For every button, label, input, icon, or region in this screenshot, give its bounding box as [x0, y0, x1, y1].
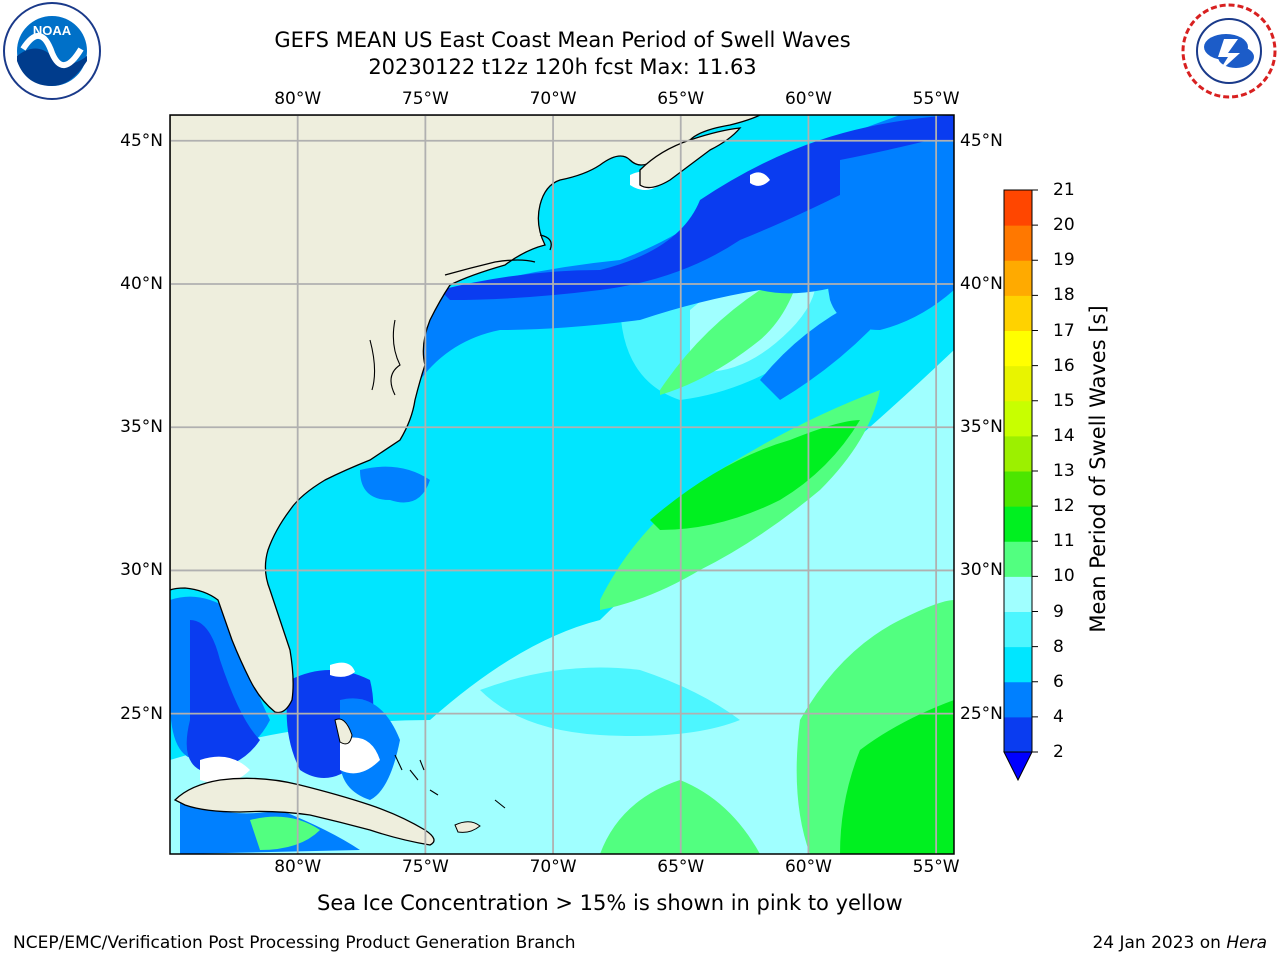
land-hispaniola [454, 821, 481, 833]
coastline-capecod [444, 234, 552, 276]
colorbar-swatch [1004, 365, 1032, 402]
colorbar-swatch [1004, 541, 1032, 577]
lat-label-right: 30°N [960, 560, 1003, 581]
land-cuba [173, 777, 435, 846]
colorbar-tick-label: 21 [1053, 180, 1075, 200]
colorbar-swatch [1004, 400, 1032, 437]
lat-label-right: 40°N [960, 273, 1003, 294]
lon-label-top: 70°W [529, 89, 577, 109]
lat-label-left: 30°N [120, 560, 163, 581]
lon-label-bottom: 65°W [657, 857, 705, 877]
colorbar-extend-min [1003, 751, 1033, 782]
colorbar-swatch [1004, 576, 1032, 612]
missing-patch-nova [750, 172, 770, 186]
lat-label-right: 45°N [960, 130, 1003, 151]
sea-ice-note: Sea Ice Concentration > 15% is shown in … [317, 891, 903, 915]
contour-9-10-cuba [250, 816, 320, 850]
map-contours [170, 115, 954, 854]
colorbar-tick-label: 13 [1053, 461, 1075, 481]
land-north-america [170, 115, 761, 714]
colorbar-swatch [1004, 330, 1032, 367]
lon-label-bottom: 80°W [274, 857, 322, 877]
map-title: GEFS MEAN US East Coast Mean Period of S… [274, 28, 851, 52]
nws-logo [1178, 1, 1280, 105]
colorbar-tick-label: 15 [1053, 390, 1075, 411]
colorbar-tick-label: 16 [1053, 355, 1075, 376]
lat-label-right: 25°N [960, 703, 1003, 724]
map-grid [170, 115, 954, 854]
lat-label-left: 45°N [120, 130, 163, 151]
colorbar-tick-label: 9 [1053, 601, 1064, 622]
lat-label-left: 40°N [120, 273, 163, 294]
map-frame [169, 114, 955, 855]
colorbar-swatch [1004, 506, 1032, 542]
colorbar-tick-label: 12 [1053, 496, 1075, 517]
colorbar-swatch [1004, 471, 1032, 507]
lon-label-top: 65°W [657, 89, 705, 109]
lat-label-right: 35°N [960, 417, 1003, 438]
colorbar [1003, 189, 1038, 782]
lat-label-left: 25°N [120, 703, 163, 724]
contour-4-6-ne [826, 140, 954, 330]
colorbar-tick-label: 20 [1053, 215, 1075, 236]
colorbar-tick-label: 10 [1053, 566, 1075, 587]
footer-date-text: 24 Jan 2023 on [1092, 933, 1227, 953]
colorbar-tick-label: 8 [1053, 636, 1064, 657]
lon-label-bottom: 75°W [401, 857, 449, 877]
colorbar-swatch [1004, 435, 1032, 472]
contour-4-6-mid [760, 300, 874, 400]
contour-10-11-ridge [650, 420, 860, 530]
colorbar-swatch [1004, 295, 1032, 331]
map-subtitle: 20230122 t12z 120h fcst Max: 11.63 [368, 55, 757, 79]
colorbar-tick-label: 4 [1053, 706, 1064, 727]
colorbar-label: Mean Period of Swell Waves [s] [1086, 305, 1110, 633]
coastline-chesapeake [369, 319, 401, 396]
colorbar-tick-label: 18 [1053, 285, 1075, 306]
colorbar-swatch [1004, 611, 1032, 648]
colorbar-swatch [1004, 716, 1032, 753]
noaa-logo: NOAA [1, 1, 103, 105]
footer-date: 24 Jan 2023 on Hera [1092, 933, 1267, 953]
contour-10-11-se [840, 700, 954, 854]
contour-4-6-capes [360, 466, 430, 503]
land-bahamas-andros [334, 718, 353, 745]
colorbar-swatch [1004, 225, 1032, 261]
colorbar-tick-label: 19 [1053, 250, 1075, 271]
contour-2-4-gulf [186, 620, 260, 770]
coastline-islands [394, 754, 506, 809]
lon-label-bottom: 55°W [912, 857, 960, 877]
missing-patch-gulf [200, 756, 250, 784]
missing-patch-bahamas [330, 662, 355, 677]
lon-label-top: 55°W [912, 89, 960, 109]
colorbar-tick-label: 17 [1053, 320, 1075, 341]
contour-2-4-coast [440, 115, 954, 300]
colorbar-tick-label: 6 [1053, 671, 1064, 692]
missing-patch-cuba [340, 737, 380, 774]
colorbar-tick-label: 11 [1053, 531, 1075, 552]
colorbar-tick-label: 14 [1053, 425, 1075, 446]
colorbar-swatch [1004, 681, 1032, 718]
footer-host: Hera [1226, 933, 1267, 953]
contour-6-8-pocket [480, 667, 740, 736]
colorbar-tick-label: 2 [1053, 742, 1064, 762]
lat-label-left: 35°N [120, 417, 163, 438]
footer-branch: NCEP/EMC/Verification Post Processing Pr… [13, 933, 576, 953]
colorbar-swatch [1004, 260, 1032, 296]
svg-text:NOAA: NOAA [33, 23, 72, 38]
lon-label-top: 80°W [274, 89, 322, 109]
lon-label-bottom: 70°W [529, 857, 577, 877]
lon-label-top: 75°W [401, 89, 449, 109]
lon-label-top: 60°W [784, 89, 832, 109]
lon-label-bottom: 60°W [784, 857, 832, 877]
colorbar-swatch [1004, 646, 1032, 683]
colorbar-swatch [1004, 190, 1032, 226]
